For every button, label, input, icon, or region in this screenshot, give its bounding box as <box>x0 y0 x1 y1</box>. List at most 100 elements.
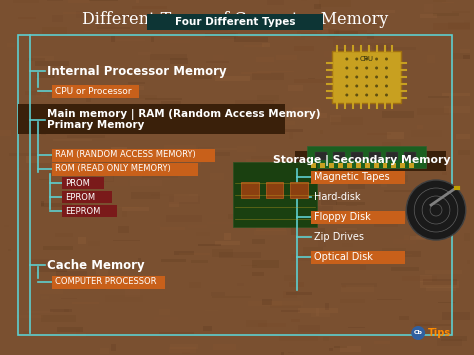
FancyBboxPatch shape <box>41 315 76 322</box>
FancyBboxPatch shape <box>55 233 73 237</box>
FancyBboxPatch shape <box>151 37 154 42</box>
FancyBboxPatch shape <box>374 163 379 168</box>
FancyBboxPatch shape <box>268 123 277 124</box>
FancyBboxPatch shape <box>348 327 365 328</box>
FancyBboxPatch shape <box>404 235 409 240</box>
FancyBboxPatch shape <box>212 296 251 298</box>
FancyBboxPatch shape <box>13 0 39 2</box>
FancyBboxPatch shape <box>42 27 67 34</box>
FancyBboxPatch shape <box>402 193 424 195</box>
FancyBboxPatch shape <box>96 176 113 181</box>
FancyBboxPatch shape <box>382 111 414 118</box>
FancyBboxPatch shape <box>210 173 224 180</box>
FancyBboxPatch shape <box>350 234 364 240</box>
FancyBboxPatch shape <box>350 16 375 19</box>
FancyBboxPatch shape <box>415 324 451 326</box>
FancyBboxPatch shape <box>136 86 144 90</box>
FancyBboxPatch shape <box>47 0 63 1</box>
FancyBboxPatch shape <box>384 190 418 192</box>
FancyBboxPatch shape <box>257 323 286 327</box>
FancyBboxPatch shape <box>257 201 274 204</box>
Circle shape <box>375 93 378 97</box>
FancyBboxPatch shape <box>321 148 345 150</box>
Circle shape <box>356 93 358 97</box>
FancyBboxPatch shape <box>294 79 325 83</box>
FancyBboxPatch shape <box>342 285 346 288</box>
Text: Storage | Secondary Memory: Storage | Secondary Memory <box>273 155 450 166</box>
FancyBboxPatch shape <box>131 192 160 198</box>
FancyBboxPatch shape <box>199 148 237 149</box>
FancyBboxPatch shape <box>442 312 474 320</box>
FancyBboxPatch shape <box>35 266 67 272</box>
Text: Hard-disk: Hard-disk <box>314 192 361 202</box>
FancyBboxPatch shape <box>56 271 87 279</box>
FancyBboxPatch shape <box>85 160 115 169</box>
FancyBboxPatch shape <box>420 275 432 283</box>
FancyBboxPatch shape <box>252 272 264 276</box>
Text: Cache Memory: Cache Memory <box>46 258 144 272</box>
FancyBboxPatch shape <box>442 1 454 2</box>
FancyBboxPatch shape <box>364 43 394 49</box>
FancyBboxPatch shape <box>109 14 138 18</box>
FancyBboxPatch shape <box>274 22 283 25</box>
FancyBboxPatch shape <box>252 239 265 244</box>
FancyBboxPatch shape <box>405 156 426 158</box>
FancyBboxPatch shape <box>212 250 233 257</box>
FancyBboxPatch shape <box>84 153 102 154</box>
FancyBboxPatch shape <box>241 264 257 266</box>
FancyBboxPatch shape <box>352 51 387 56</box>
Circle shape <box>346 93 348 97</box>
FancyBboxPatch shape <box>338 49 347 55</box>
FancyBboxPatch shape <box>262 43 270 47</box>
FancyBboxPatch shape <box>8 43 15 47</box>
FancyBboxPatch shape <box>291 113 328 118</box>
FancyBboxPatch shape <box>111 344 117 351</box>
FancyBboxPatch shape <box>63 191 112 203</box>
FancyBboxPatch shape <box>25 91 41 95</box>
FancyBboxPatch shape <box>294 46 314 51</box>
FancyBboxPatch shape <box>132 6 167 9</box>
FancyBboxPatch shape <box>300 168 339 170</box>
FancyBboxPatch shape <box>257 71 294 72</box>
FancyBboxPatch shape <box>124 163 163 168</box>
FancyBboxPatch shape <box>289 282 304 287</box>
FancyBboxPatch shape <box>346 205 357 207</box>
FancyBboxPatch shape <box>161 259 186 262</box>
FancyBboxPatch shape <box>342 62 373 64</box>
FancyBboxPatch shape <box>265 182 283 198</box>
FancyBboxPatch shape <box>166 118 182 122</box>
FancyBboxPatch shape <box>325 304 329 310</box>
FancyBboxPatch shape <box>392 251 421 257</box>
FancyBboxPatch shape <box>198 244 221 246</box>
FancyBboxPatch shape <box>263 299 272 305</box>
Circle shape <box>356 58 358 60</box>
FancyBboxPatch shape <box>442 207 468 211</box>
FancyBboxPatch shape <box>150 54 187 60</box>
FancyBboxPatch shape <box>237 204 274 209</box>
FancyBboxPatch shape <box>238 213 264 218</box>
FancyBboxPatch shape <box>132 261 135 267</box>
FancyBboxPatch shape <box>241 182 259 198</box>
FancyBboxPatch shape <box>332 158 370 160</box>
FancyBboxPatch shape <box>128 82 145 84</box>
FancyBboxPatch shape <box>333 152 345 160</box>
Circle shape <box>375 76 378 78</box>
FancyBboxPatch shape <box>237 146 256 152</box>
FancyBboxPatch shape <box>377 299 402 300</box>
Text: Four Different Types: Four Different Types <box>174 17 295 27</box>
FancyBboxPatch shape <box>281 352 284 355</box>
FancyBboxPatch shape <box>246 208 265 216</box>
FancyBboxPatch shape <box>159 332 194 334</box>
Circle shape <box>406 180 466 240</box>
FancyBboxPatch shape <box>458 150 471 155</box>
FancyBboxPatch shape <box>314 4 321 9</box>
FancyBboxPatch shape <box>234 38 268 42</box>
FancyBboxPatch shape <box>164 145 197 153</box>
FancyBboxPatch shape <box>311 170 321 172</box>
FancyBboxPatch shape <box>51 159 89 166</box>
FancyBboxPatch shape <box>264 121 295 125</box>
Text: Primary Memory: Primary Memory <box>46 120 144 130</box>
FancyBboxPatch shape <box>43 246 73 250</box>
FancyBboxPatch shape <box>392 163 396 168</box>
Circle shape <box>356 76 358 78</box>
